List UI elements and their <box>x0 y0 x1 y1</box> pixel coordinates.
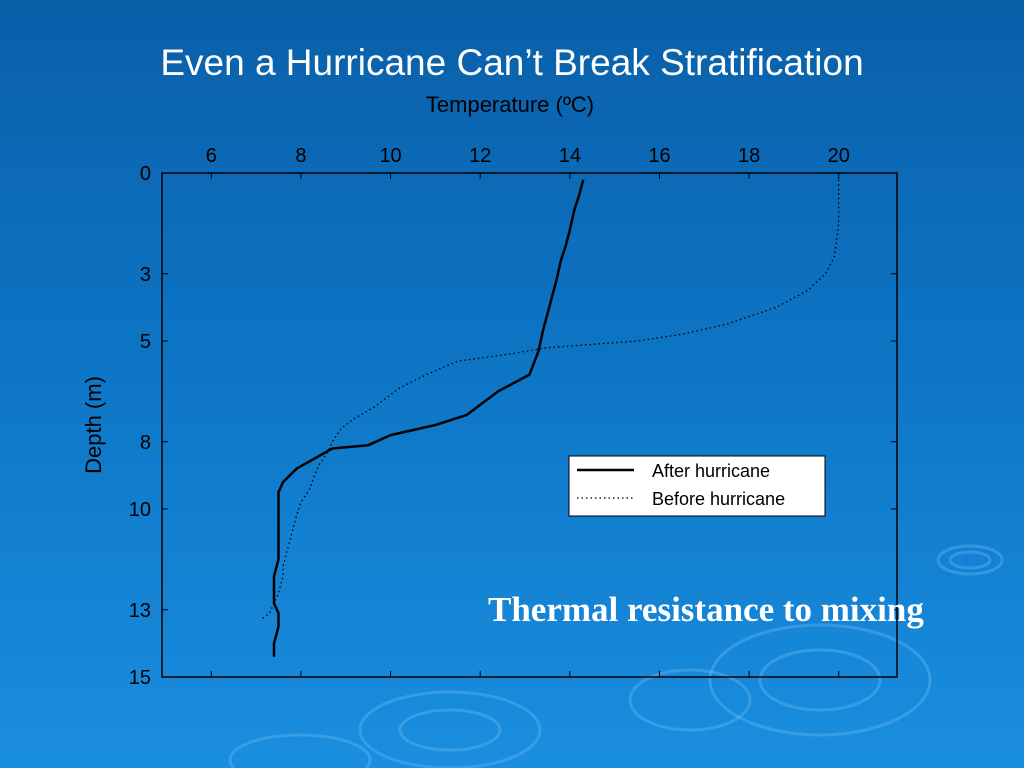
legend-label-before: Before hurricane <box>652 489 785 509</box>
x-tick-label: 20 <box>828 145 850 167</box>
y-tick-label: 13 <box>129 600 151 622</box>
x-tick-label: 12 <box>469 145 491 167</box>
x-axis-label: Temperature (ºC) <box>426 92 594 117</box>
y-tick-label: 0 <box>140 163 151 185</box>
x-tick-label: 10 <box>379 145 401 167</box>
legend-box <box>568 455 826 517</box>
y-axis-label: Depth (m) <box>81 376 106 474</box>
legend: After hurricane Before hurricane <box>568 455 826 517</box>
y-tick-label: 8 <box>140 432 151 454</box>
plot-frame <box>161 172 898 678</box>
y-tick-label: 15 <box>129 667 151 689</box>
legend-label-after: After hurricane <box>652 461 770 481</box>
series-line-before-hurricane <box>260 179 840 621</box>
x-tick-label: 18 <box>738 145 760 167</box>
x-tick-label: 14 <box>559 145 581 167</box>
x-tick-label: 8 <box>295 145 306 167</box>
slide-caption: Thermal resistance to mixing <box>488 590 924 629</box>
y-tick-label: 3 <box>140 264 151 286</box>
x-tick-label: 6 <box>206 145 217 167</box>
y-tick-label: 5 <box>140 331 151 353</box>
slide-title: Even a Hurricane Can’t Break Stratificat… <box>160 42 864 83</box>
x-axis-ticks: 6 8 10 12 14 16 18 20 <box>206 145 850 677</box>
series-layer <box>260 179 840 657</box>
x-tick-label: 16 <box>648 145 670 167</box>
series-line-after-hurricane <box>272 179 585 657</box>
y-tick-label: 10 <box>129 499 151 521</box>
y-axis-ticks: 0 3 5 8 10 13 15 <box>129 163 897 689</box>
